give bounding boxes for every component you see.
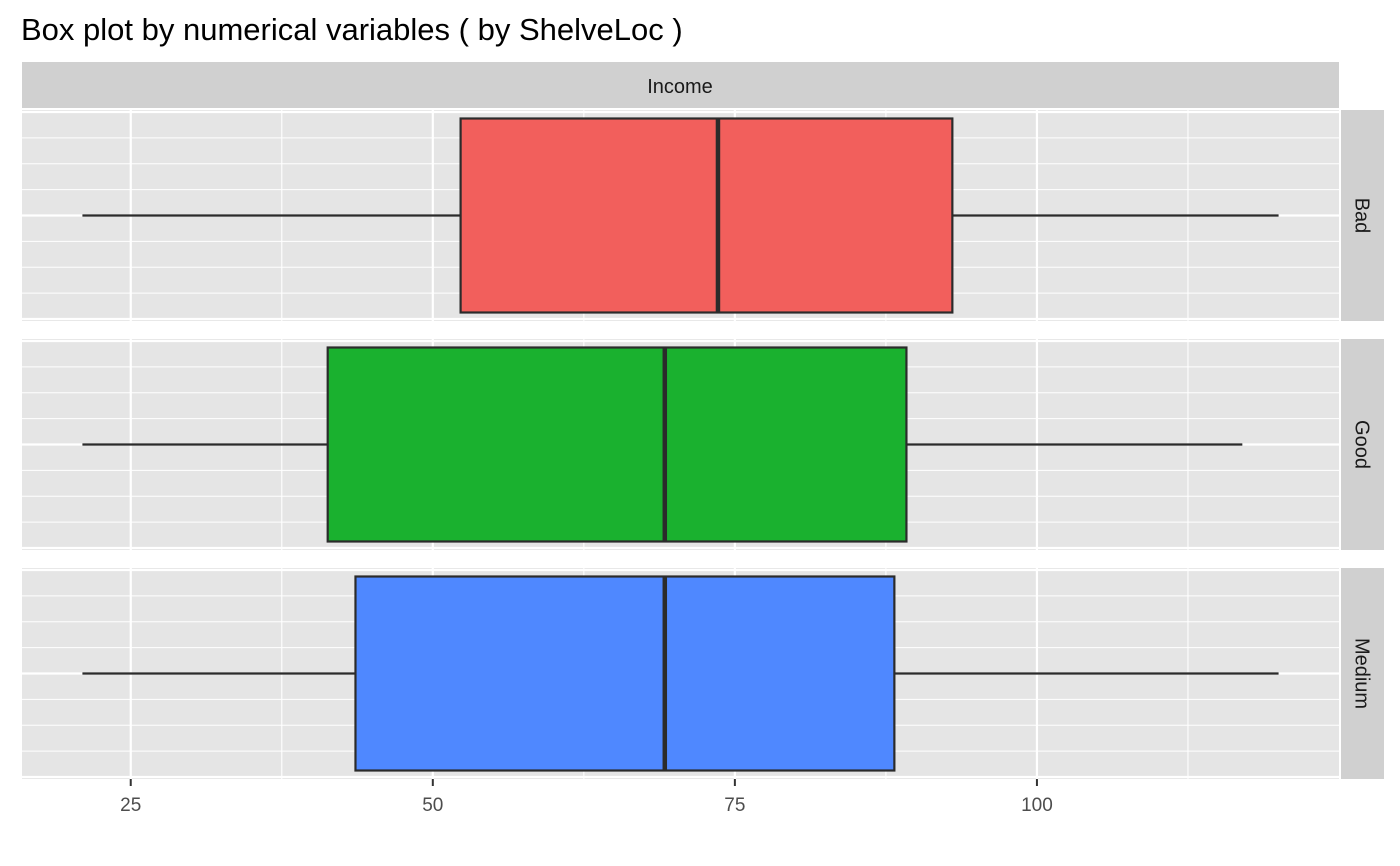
x-tick-label: 50: [422, 795, 443, 816]
x-tick-label: 75: [724, 795, 745, 816]
box-good: [326, 346, 908, 543]
facet-strip-right: [1341, 110, 1384, 321]
x-axis: 25 50 75 100: [120, 779, 1053, 816]
x-tick-label: 100: [1021, 795, 1053, 816]
chart-title: Box plot by numerical variables ( by She…: [21, 12, 683, 47]
facet-strip-right: [1341, 568, 1384, 779]
x-tick-label: 25: [120, 795, 141, 816]
facet-panels: Bad Good Medium: [22, 110, 1384, 779]
facet-label-bad: Bad: [1351, 198, 1373, 234]
facet-strip-right: [1341, 339, 1384, 550]
facet-strip-top: [22, 62, 1339, 108]
facet-label-medium: Medium: [1351, 638, 1373, 709]
facet-panel-medium: Medium: [22, 568, 1384, 779]
box-medium: [354, 575, 896, 772]
facet-strip-label: Income: [647, 76, 713, 98]
facet-panel-bad: Bad: [22, 110, 1384, 321]
facet-panel-good: Good: [22, 339, 1384, 550]
box-bad: [459, 117, 954, 314]
facet-label-good: Good: [1351, 420, 1373, 469]
